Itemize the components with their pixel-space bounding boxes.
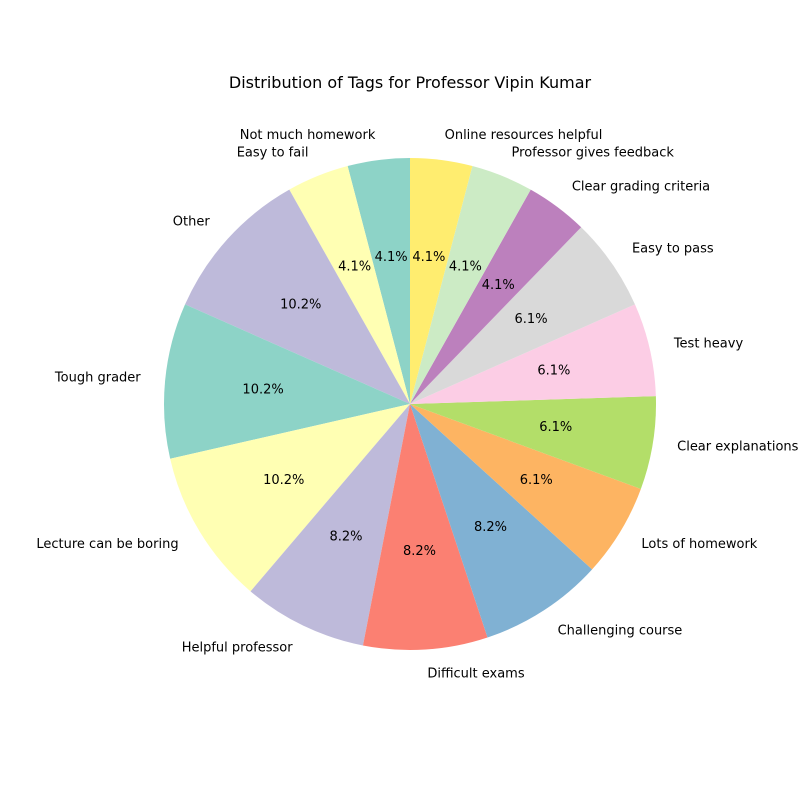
category-label-test-heavy: Test heavy [673,336,744,351]
category-label-other: Other [173,215,211,230]
percent-label-clear-grading-criteria: 4.1% [482,278,515,293]
percent-label-challenging-course: 8.2% [474,520,507,535]
percent-label-lecture-can-be-boring: 10.2% [263,473,304,488]
percent-label-difficult-exams: 8.2% [403,544,436,559]
category-label-lots-of-homework: Lots of homework [641,537,757,552]
percent-label-online-resources-helpful: 4.1% [412,250,445,265]
slice-other [185,189,410,404]
category-label-easy-to-pass: Easy to pass [632,242,714,257]
percent-label-easy-to-fail: 4.1% [338,260,371,275]
slice-easy-to-fail [289,166,410,404]
category-label-professor-gives-feedback: Professor gives feedback [512,146,675,161]
category-label-online-resources-helpful: Online resources helpful [445,128,603,143]
percent-label-professor-gives-feedback: 4.1% [449,260,482,275]
category-label-not-much-homework: Not much homework [240,128,376,143]
slice-not-much-homework [347,158,410,404]
slice-challenging-course [410,404,593,638]
slice-professor-gives-feedback [410,166,531,404]
percent-label-not-much-homework: 4.1% [375,250,408,265]
category-label-easy-to-fail: Easy to fail [237,146,309,161]
category-label-lecture-can-be-boring: Lecture can be boring [36,537,178,552]
percent-label-helpful-professor: 8.2% [329,529,362,544]
pie-labels: 4.1% Not much homework 4.1% Easy to fail 10.… [36,128,798,681]
slice-difficult-exams [362,404,488,650]
chart-title: Distribution of Tags for Professor Vipin… [229,73,592,92]
percent-label-tough-grader: 10.2% [242,382,283,397]
slice-helpful-professor [250,404,410,646]
category-label-clear-grading-criteria: Clear grading criteria [572,180,710,195]
category-label-clear-explanations: Clear explanations [677,440,799,455]
slice-online-resources-helpful [410,158,473,404]
percent-label-easy-to-pass: 6.1% [515,312,548,327]
percent-label-lots-of-homework: 6.1% [520,473,553,488]
slice-lecture-can-be-boring [170,404,410,592]
slice-clear-explanations [410,396,656,489]
category-label-challenging-course: Challenging course [558,623,683,638]
category-label-difficult-exams: Difficult exams [427,667,525,682]
slice-clear-grading-criteria [410,189,582,404]
category-label-tough-grader: Tough grader [54,371,141,386]
slice-easy-to-pass [410,227,635,404]
percent-label-other: 10.2% [280,297,321,312]
slice-tough-grader [163,304,410,459]
percent-label-clear-explanations: 6.1% [539,420,572,435]
percent-label-test-heavy: 6.1% [537,364,570,379]
category-label-helpful-professor: Helpful professor [182,640,294,655]
pie-slices [163,158,656,650]
slice-lots-of-homework [410,404,641,570]
slice-test-heavy [410,304,656,404]
